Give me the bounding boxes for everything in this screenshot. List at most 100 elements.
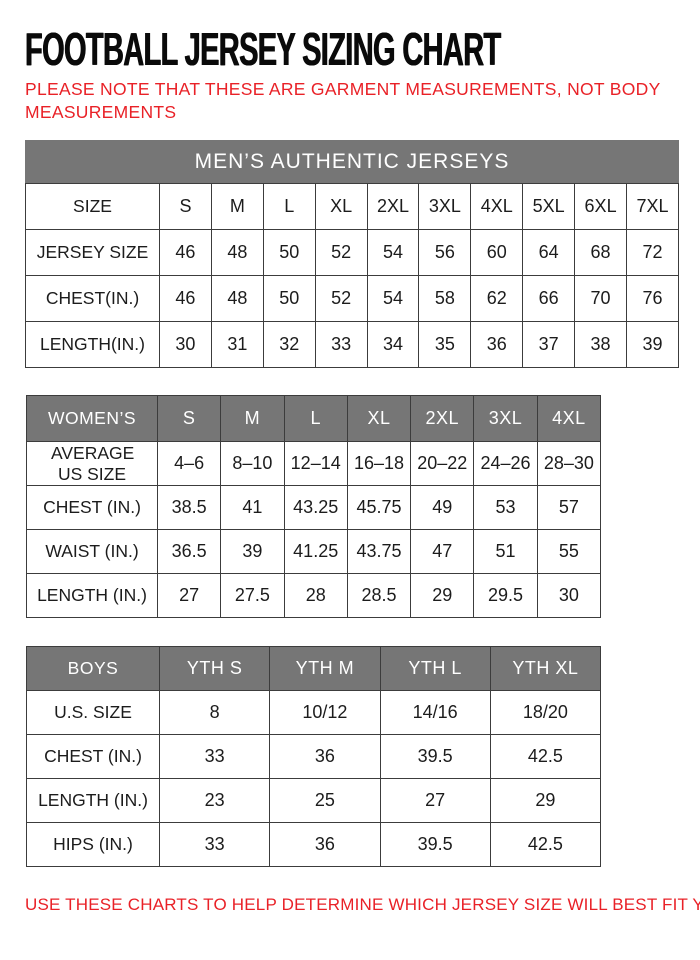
- size-value: 36: [470, 321, 524, 368]
- size-value: 64: [522, 229, 576, 276]
- size-value: 18/20: [489, 690, 602, 735]
- size-value: 50: [262, 275, 316, 322]
- size-value: 60: [470, 229, 524, 276]
- column-header: 2XL: [366, 183, 420, 230]
- table-row: CHEST (IN.) 33 36 39.5 42.5: [26, 734, 602, 779]
- table-row: JERSEY SIZE 46 48 50 52 54 56 60 64 68 7…: [25, 229, 679, 276]
- column-header: M: [210, 183, 264, 230]
- size-value: 25: [269, 778, 381, 823]
- size-value: 33: [314, 321, 368, 368]
- column-header: YTH L: [379, 646, 491, 691]
- size-value: 12–14: [283, 441, 348, 486]
- row-label: LENGTH (IN.): [26, 778, 160, 823]
- column-header: L: [262, 183, 316, 230]
- size-value: 46: [159, 229, 212, 276]
- size-value: 34: [366, 321, 420, 368]
- size-value: 28.5: [346, 573, 412, 618]
- table-row: HIPS (IN.) 33 36 39.5 42.5: [26, 822, 602, 867]
- size-value: 29: [410, 573, 475, 618]
- size-value: 27: [379, 778, 491, 823]
- size-value: 66: [522, 275, 576, 322]
- column-header: 4XL: [470, 183, 524, 230]
- size-value: 27: [156, 573, 222, 618]
- size-value: 50: [262, 229, 316, 276]
- table-row: LENGTH(IN.) 30 31 32 33 34 35 36 37 38 3…: [25, 321, 679, 368]
- size-value: 24–26: [473, 441, 538, 486]
- size-value: 52: [314, 275, 368, 322]
- boys-size-table: BOYS YTH S YTH M YTH L YTH XL U.S. SIZE …: [26, 646, 602, 867]
- size-value: 47: [410, 529, 475, 574]
- size-value: 27.5: [220, 573, 285, 618]
- row-label: LENGTH (IN.): [26, 573, 158, 618]
- size-value: 42.5: [489, 734, 602, 779]
- size-value: 4–6: [156, 441, 222, 486]
- size-value: 57: [536, 485, 602, 530]
- size-value: 39.5: [379, 822, 491, 867]
- size-value: 72: [626, 229, 679, 276]
- size-value: 76: [626, 275, 679, 322]
- column-header: 3XL: [473, 395, 538, 442]
- row-label: CHEST (IN.): [26, 485, 158, 530]
- size-value: 43.25: [283, 485, 348, 530]
- size-value: 14/16: [379, 690, 491, 735]
- size-value: 45.75: [346, 485, 412, 530]
- size-value: 33: [158, 734, 271, 779]
- row-label: JERSEY SIZE: [25, 229, 160, 276]
- size-value: 39.5: [379, 734, 491, 779]
- mens-table-banner: MEN’S AUTHENTIC JERSEYS: [25, 140, 679, 183]
- row-label: LENGTH(IN.): [25, 321, 160, 368]
- size-value: 8: [158, 690, 271, 735]
- size-value: 28: [283, 573, 348, 618]
- column-header: XL: [314, 183, 368, 230]
- column-header: SIZE: [25, 183, 160, 230]
- size-value: 54: [366, 229, 420, 276]
- column-header: 7XL: [626, 183, 679, 230]
- size-value: 56: [418, 229, 472, 276]
- column-header: YTH M: [269, 646, 381, 691]
- column-header: S: [159, 183, 212, 230]
- table-header-row: SIZE S M L XL 2XL 3XL 4XL 5XL 6XL 7XL: [25, 183, 679, 230]
- column-header: 2XL: [410, 395, 475, 442]
- size-value: 51: [473, 529, 538, 574]
- size-value: 36: [269, 734, 381, 779]
- row-label: CHEST (IN.): [26, 734, 160, 779]
- column-header: 5XL: [522, 183, 576, 230]
- row-label: AVERAGE US SIZE: [26, 441, 158, 486]
- column-header: BOYS: [26, 646, 160, 691]
- size-value: 30: [159, 321, 212, 368]
- column-header: L: [283, 395, 348, 442]
- size-value: 53: [473, 485, 538, 530]
- size-value: 32: [262, 321, 316, 368]
- row-label-text: AVERAGE US SIZE: [51, 442, 135, 484]
- size-value: 42.5: [489, 822, 602, 867]
- size-value: 46: [159, 275, 212, 322]
- column-header: 3XL: [418, 183, 472, 230]
- table-row: AVERAGE US SIZE 4–6 8–10 12–14 16–18 20–…: [26, 441, 602, 486]
- table-row: LENGTH (IN.) 27 27.5 28 28.5 29 29.5 30: [26, 573, 602, 618]
- column-header: M: [220, 395, 285, 442]
- row-label: HIPS (IN.): [26, 822, 160, 867]
- page-title: FOOTBALL JERSEY SIZING CHART: [25, 23, 501, 75]
- column-header: YTH S: [158, 646, 271, 691]
- row-label: CHEST(IN.): [25, 275, 160, 322]
- size-value: 54: [366, 275, 420, 322]
- size-value: 31: [210, 321, 264, 368]
- column-header: XL: [346, 395, 412, 442]
- size-value: 8–10: [220, 441, 285, 486]
- size-value: 68: [574, 229, 628, 276]
- size-value: 36: [269, 822, 381, 867]
- table-row: WAIST (IN.) 36.5 39 41.25 43.75 47 51 55: [26, 529, 602, 574]
- size-value: 62: [470, 275, 524, 322]
- size-value: 35: [418, 321, 472, 368]
- size-value: 48: [210, 229, 264, 276]
- size-value: 23: [158, 778, 271, 823]
- column-header: 4XL: [536, 395, 602, 442]
- fit-advice-note: USE THESE CHARTS TO HELP DETERMINE WHICH…: [25, 895, 700, 914]
- table-row: CHEST(IN.) 46 48 50 52 54 58 62 66 70 76: [25, 275, 679, 322]
- size-value: 49: [410, 485, 475, 530]
- size-value: 39: [626, 321, 679, 368]
- table-row: CHEST (IN.) 38.5 41 43.25 45.75 49 53 57: [26, 485, 602, 530]
- size-value: 28–30: [536, 441, 602, 486]
- table-header-row: WOMEN’S S M L XL 2XL 3XL 4XL: [26, 395, 602, 442]
- size-value: 20–22: [410, 441, 475, 486]
